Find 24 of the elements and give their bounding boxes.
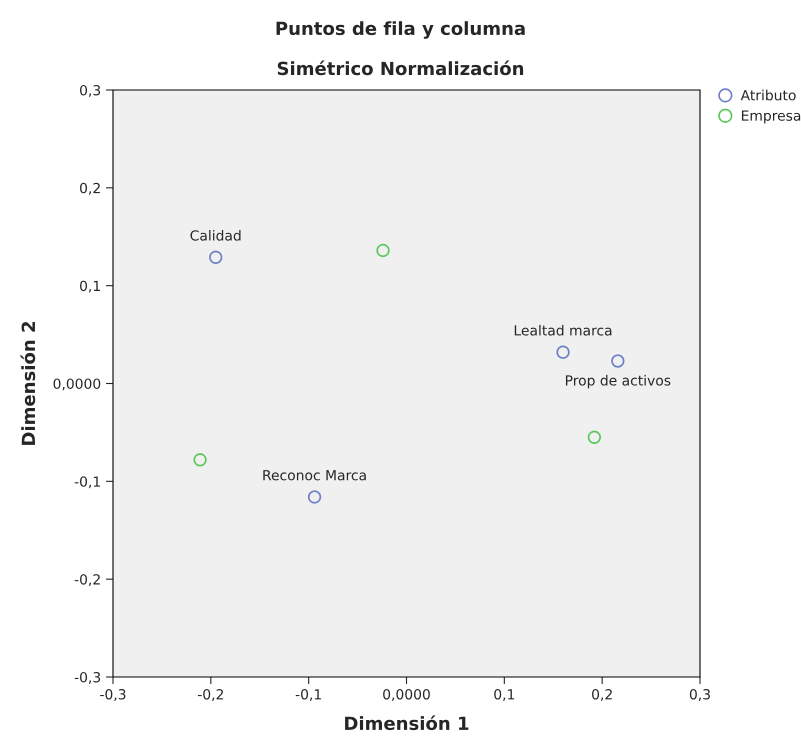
y-tick-label: 0,3 [80,84,100,97]
x-tick-label: 0,1 [494,689,514,701]
x-axis-title: Dimensión 1 [345,715,468,730]
x-tick-label: -0,1 [296,689,321,701]
y-tick-label: 0,2 [80,182,100,195]
x-tick-label: 0,2 [592,689,612,701]
x-tick-label: -0,3 [100,689,126,701]
y-tick-label: 0,1 [80,280,100,293]
chart-title: Puntos de fila y columna [276,21,525,39]
x-tick-label: 0,0000 [383,689,430,701]
y-tick-label: -0,2 [74,574,100,586]
annotation: Calidad [190,230,240,241]
legend-label: Atributo [740,90,796,100]
annotation: Lealtad marca [514,324,612,336]
y-tick-label: 0,0000 [54,378,100,390]
y-tick-label: -0,3 [74,672,100,684]
y-tick-label: -0,1 [74,476,100,488]
legend-label: Empresa [742,110,800,124]
chart-subtitle: Simétrico Normalización [278,60,524,76]
y-axis-title: Dimensión 2 [20,322,36,445]
x-tick-label: 0,3 [690,689,710,701]
annotation: Reconoc Marca [263,470,366,480]
annotation: Prop de activos [566,374,670,388]
x-tick-label: -0,2 [198,689,223,701]
